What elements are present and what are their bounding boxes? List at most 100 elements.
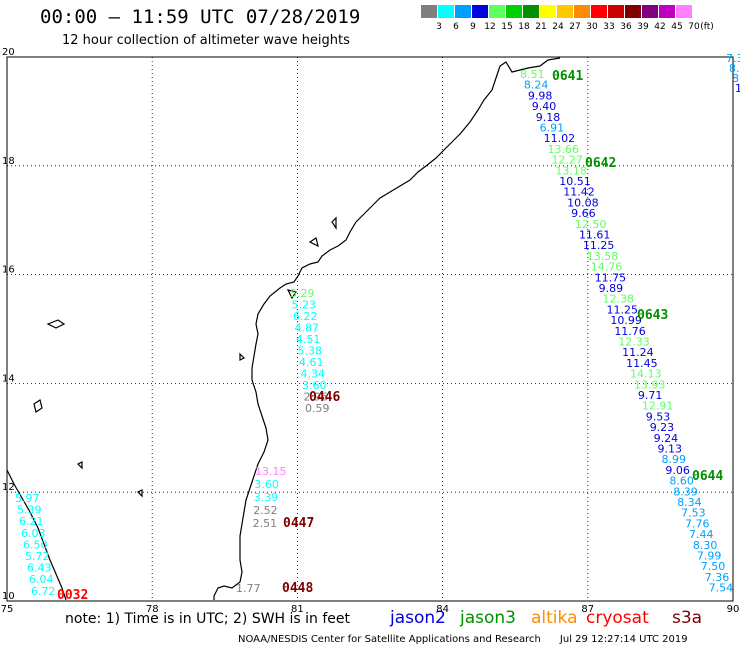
- swh-value: 10: [735, 82, 740, 95]
- swh-value: 7.44: [689, 528, 714, 541]
- swh-value: 11.45: [626, 357, 658, 370]
- legend-swatch: [574, 5, 590, 18]
- track-middle-track: 5.295.236.224.874.515.384.614.343.602.96…: [290, 287, 340, 415]
- pass-time-label: 0641: [552, 69, 583, 84]
- swh-value: 8.60: [669, 475, 694, 488]
- swh-value: 11.25: [606, 303, 638, 316]
- swh-value: 9.98: [528, 89, 553, 102]
- legend-label: 42: [654, 22, 666, 32]
- footer-note: note: 1) Time is in UTC; 2) SWH is in fe…: [65, 611, 351, 627]
- swh-value: 3.60: [302, 379, 327, 392]
- swh-value: 10.51: [559, 175, 591, 188]
- swh-value: 7.54: [709, 582, 734, 595]
- island-5: [286, 289, 297, 300]
- legend-label: 36: [620, 22, 632, 32]
- swh-value: 14.13: [630, 368, 662, 381]
- swh-value: 4.51: [296, 333, 321, 346]
- swh-value: 9.89: [599, 282, 624, 295]
- track-west-track: 5.975.396.216.036.505.726.436.046.72 0032: [15, 492, 88, 603]
- swh-value: 2.51: [253, 517, 278, 530]
- swh-value: 8.: [729, 62, 740, 75]
- swh-value: 9.06: [665, 464, 690, 477]
- coastline: [6, 57, 561, 601]
- swh-value: 3.39: [254, 491, 278, 504]
- legend-swatch: [506, 5, 522, 18]
- swh-value: 11.24: [622, 346, 654, 359]
- swh-value: 11.61: [579, 229, 611, 242]
- island-7: [76, 461, 83, 470]
- island-4: [331, 216, 337, 230]
- legend-unit: (ft): [700, 22, 714, 32]
- swh-value: 2.96: [304, 391, 329, 404]
- swh-value: 13.18: [555, 164, 587, 177]
- swh-value: 14.76: [591, 261, 623, 274]
- swh-value: 3.60: [254, 478, 279, 491]
- y-tick-label: 20: [2, 47, 15, 58]
- pass-time-label: 0644: [692, 469, 723, 484]
- swh-value: 7.50: [701, 560, 726, 573]
- legend-label: 3: [436, 22, 442, 32]
- swh-value: 5.29: [290, 287, 315, 300]
- swh-value: 8.: [732, 72, 740, 85]
- legend-label: 33: [603, 22, 615, 32]
- swh-value: 8.24: [524, 79, 549, 92]
- swh-value: 11.75: [595, 271, 627, 284]
- swh-value: 9.53: [646, 410, 671, 423]
- legend-label: 27: [569, 22, 581, 32]
- swh-value: 8.39: [673, 485, 698, 498]
- legend-swatch: [421, 5, 437, 18]
- swh-value: 13.66: [548, 143, 580, 156]
- y-tick-label: 18: [2, 156, 15, 167]
- swh-value: 6.21: [19, 515, 44, 528]
- swh-value: 7.99: [697, 550, 722, 563]
- swh-value: 2.52: [253, 504, 278, 517]
- island-8: [136, 489, 143, 498]
- y-tick-label: 14: [2, 373, 15, 384]
- swh-value: 9.23: [650, 421, 675, 434]
- map-title: 00:00 – 11:59 UTC 07/28/2019: [40, 6, 361, 28]
- pass-time-label: 0446: [309, 390, 340, 405]
- satellite-name: jason2: [390, 608, 446, 628]
- legend-swatch: [591, 5, 607, 18]
- swh-value: 5.23: [292, 299, 317, 312]
- swh-value: 4.61: [299, 356, 324, 369]
- legend-label: 9: [470, 22, 476, 32]
- swh-value: 0.59: [305, 402, 330, 415]
- lat-lon-grid: [7, 57, 733, 601]
- legend-label: 70: [688, 22, 700, 32]
- swh-value: 7.36: [705, 571, 730, 584]
- y-tick-label: 10: [2, 591, 15, 602]
- swh-value: 6.04: [29, 573, 54, 586]
- pass-time-label: 0642: [585, 156, 616, 171]
- legend-label: 45: [671, 22, 683, 32]
- legend-label: 6: [453, 22, 459, 32]
- swh-value: 1.77: [236, 582, 261, 595]
- swh-value: 9.40: [532, 100, 557, 113]
- legend-swatch: [472, 5, 488, 18]
- legend-swatch: [625, 5, 641, 18]
- swh-value: 5.39: [17, 504, 42, 517]
- satellite-name: cryosat: [586, 608, 649, 628]
- legend-swatch: [557, 5, 573, 18]
- swh-value: 8.99: [661, 453, 686, 466]
- pass-time-label: 0448: [282, 581, 313, 596]
- island-1: [46, 319, 66, 329]
- swh-value: 12.38: [603, 293, 635, 306]
- swh-value: 6.50: [23, 538, 48, 551]
- legend-swatch: [608, 5, 624, 18]
- axis-ticks: 75 78 81 84 87 90 10 12 14 16 18 20: [1, 47, 740, 615]
- altimeter-tracks: 8.518.249.989.409.186.9111.0213.6612.271…: [15, 52, 740, 603]
- swh-value: 5.72: [25, 550, 50, 563]
- swh-value: 11.42: [563, 186, 595, 199]
- satellite-name: altika: [531, 608, 578, 628]
- swh-value: 5.38: [298, 345, 323, 358]
- swh-value: 9.71: [638, 389, 663, 402]
- swh-value: 7.53: [681, 507, 706, 520]
- legend-swatch: [523, 5, 539, 18]
- swh-value: 9.24: [654, 432, 679, 445]
- x-tick-label: 87: [581, 604, 594, 615]
- swh-value: 11.76: [614, 325, 646, 338]
- island-6: [239, 352, 246, 361]
- swh-value: 12.91: [642, 400, 674, 413]
- swh-value: 11.25: [583, 239, 615, 252]
